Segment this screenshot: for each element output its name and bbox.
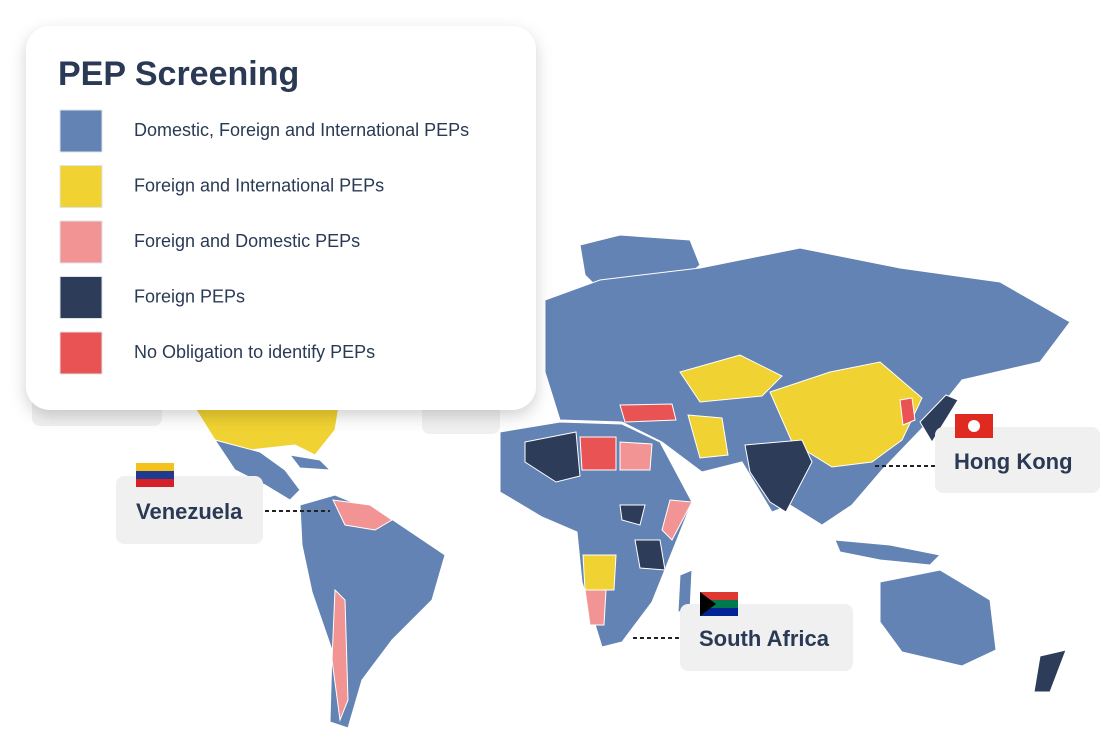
indonesia [834,539,942,566]
callout-venezuela: Venezuela [116,463,330,544]
callout-label: Hong Kong [954,449,1073,474]
south-sudan [619,504,646,526]
flag [136,463,174,487]
callout-hong-kong: Hong Kong [875,414,1100,493]
algeria [524,431,581,483]
namibia [584,589,607,626]
callout-card [935,427,1100,493]
tanzania [634,539,666,571]
caribbean [288,454,332,471]
kazakhstan [679,354,783,403]
libya [579,436,617,471]
mexico [213,439,301,501]
legend-label: Foreign PEPs [134,286,245,306]
flag [700,592,738,616]
angola [582,554,617,591]
flag [955,414,993,438]
legend-label: Domestic, Foreign and International PEPs [134,120,469,140]
legend-card [26,26,536,410]
somalia [661,499,693,541]
legend-label: Foreign and International PEPs [134,175,384,195]
new-zealand [1033,649,1067,693]
legend-swatch [59,220,103,264]
callout-south-africa: South Africa [633,592,853,671]
legend-swatch [59,109,103,153]
iran [687,414,729,459]
legend: PEP Screening Domestic, Foreign and Inte… [26,26,536,410]
callout-card [116,476,263,544]
legend-title: PEP Screening [58,55,299,93]
legend-swatch [59,165,103,208]
india [744,439,813,513]
korea [899,397,916,426]
callout-label: Venezuela [136,499,243,524]
legend-label: Foreign and Domestic PEPs [134,231,360,251]
chile [331,588,349,722]
callout-card [680,604,853,671]
japan [919,394,959,443]
callout-label: South Africa [699,626,830,651]
world-map [189,234,1071,729]
legend-swatch [59,276,103,319]
legend-swatch [59,331,103,375]
egypt [619,441,653,471]
australia [879,569,997,667]
venezuela-region [332,499,393,531]
africa [499,421,693,648]
legend-label: No Obligation to identify PEPs [134,342,375,362]
turkey [619,403,677,423]
